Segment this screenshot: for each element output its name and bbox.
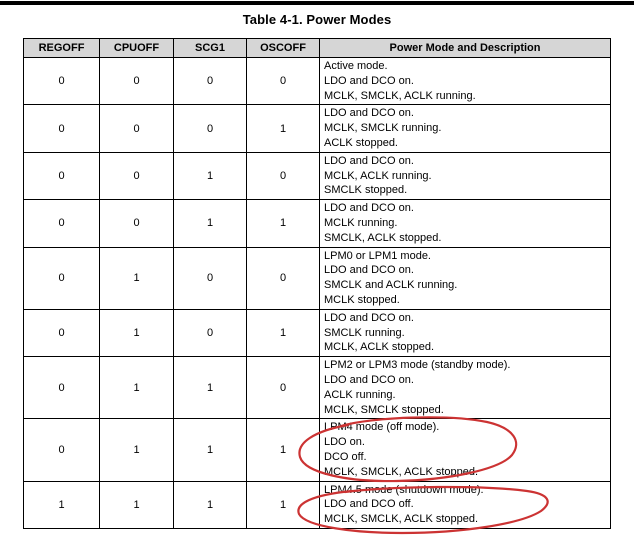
cpuoff-value: 0 [99, 56, 174, 106]
oscoff-value: 0 [246, 246, 320, 310]
power-mode-description: LPM4 mode (off mode). LDO on. DCO off. M… [319, 418, 611, 482]
scg1-value: 1 [173, 199, 247, 248]
scg1-value: 0 [173, 308, 247, 358]
table-row: 0 1 0 0 LPM0 or LPM1 mode. LDO and DCO o… [23, 246, 611, 310]
regoff-value: 0 [23, 199, 100, 248]
cpuoff-value: 1 [99, 480, 174, 529]
cpuoff-value: 1 [99, 356, 174, 420]
page-top-rule [0, 1, 634, 5]
power-mode-description: LDO and DCO on. MCLK running. SMCLK, ACL… [319, 199, 611, 248]
column-header-cpuoff: CPUOFF [99, 38, 174, 58]
power-mode-description: LPM0 or LPM1 mode. LDO and DCO on. SMCLK… [319, 246, 611, 310]
scg1-value: 1 [173, 356, 247, 420]
oscoff-value: 0 [246, 151, 320, 201]
power-modes-table: REGOFF CPUOFF SCG1 OSCOFF Power Mode and… [23, 38, 611, 529]
oscoff-value: 1 [246, 308, 320, 358]
table-row: 0 0 0 0 Active mode. LDO and DCO on. MCL… [23, 56, 611, 106]
oscoff-value: 1 [246, 480, 320, 529]
regoff-value: 0 [23, 56, 100, 106]
power-mode-description: LPM2 or LPM3 mode (standby mode). LDO an… [319, 356, 611, 420]
power-mode-description: LDO and DCO on. MCLK, SMCLK running. ACL… [319, 104, 611, 153]
oscoff-value: 1 [246, 104, 320, 153]
regoff-value: 0 [23, 151, 100, 201]
power-mode-description: LPM4.5 mode (shutdown mode). LDO and DCO… [319, 480, 611, 529]
cpuoff-value: 0 [99, 199, 174, 248]
regoff-value: 0 [23, 418, 100, 482]
cpuoff-value: 0 [99, 104, 174, 153]
regoff-value: 0 [23, 356, 100, 420]
scg1-value: 0 [173, 104, 247, 153]
table-row: 0 1 0 1 LDO and DCO on. SMCLK running. M… [23, 308, 611, 358]
cpuoff-value: 0 [99, 151, 174, 201]
power-mode-description: LDO and DCO on. SMCLK running. MCLK, ACL… [319, 308, 611, 358]
oscoff-value: 1 [246, 418, 320, 482]
table-row-lpm45: 1 1 1 1 LPM4.5 mode (shutdown mode). LDO… [23, 480, 611, 529]
oscoff-value: 1 [246, 199, 320, 248]
column-header-scg1: SCG1 [173, 38, 247, 58]
scg1-value: 0 [173, 56, 247, 106]
scg1-value: 0 [173, 246, 247, 310]
table-row: 0 1 1 0 LPM2 or LPM3 mode (standby mode)… [23, 356, 611, 420]
cpuoff-value: 1 [99, 246, 174, 310]
cpuoff-value: 1 [99, 308, 174, 358]
power-mode-description: Active mode. LDO and DCO on. MCLK, SMCLK… [319, 56, 611, 106]
column-header-oscoff: OSCOFF [246, 38, 320, 58]
table-row: 0 0 0 1 LDO and DCO on. MCLK, SMCLK runn… [23, 104, 611, 153]
regoff-value: 1 [23, 480, 100, 529]
oscoff-value: 0 [246, 56, 320, 106]
column-header-description: Power Mode and Description [319, 38, 611, 58]
scg1-value: 1 [173, 418, 247, 482]
table-header-row: REGOFF CPUOFF SCG1 OSCOFF Power Mode and… [23, 38, 611, 58]
power-mode-description: LDO and DCO on. MCLK, ACLK running. SMCL… [319, 151, 611, 201]
column-header-regoff: REGOFF [23, 38, 100, 58]
table-title: Table 4-1. Power Modes [242, 12, 392, 27]
scg1-value: 1 [173, 151, 247, 201]
cpuoff-value: 1 [99, 418, 174, 482]
regoff-value: 0 [23, 308, 100, 358]
table-row: 0 0 1 1 LDO and DCO on. MCLK running. SM… [23, 199, 611, 248]
oscoff-value: 0 [246, 356, 320, 420]
regoff-value: 0 [23, 104, 100, 153]
table-row: 0 0 1 0 LDO and DCO on. MCLK, ACLK runni… [23, 151, 611, 201]
regoff-value: 0 [23, 246, 100, 310]
scg1-value: 1 [173, 480, 247, 529]
table-row-lpm4: 0 1 1 1 LPM4 mode (off mode). LDO on. DC… [23, 418, 611, 482]
